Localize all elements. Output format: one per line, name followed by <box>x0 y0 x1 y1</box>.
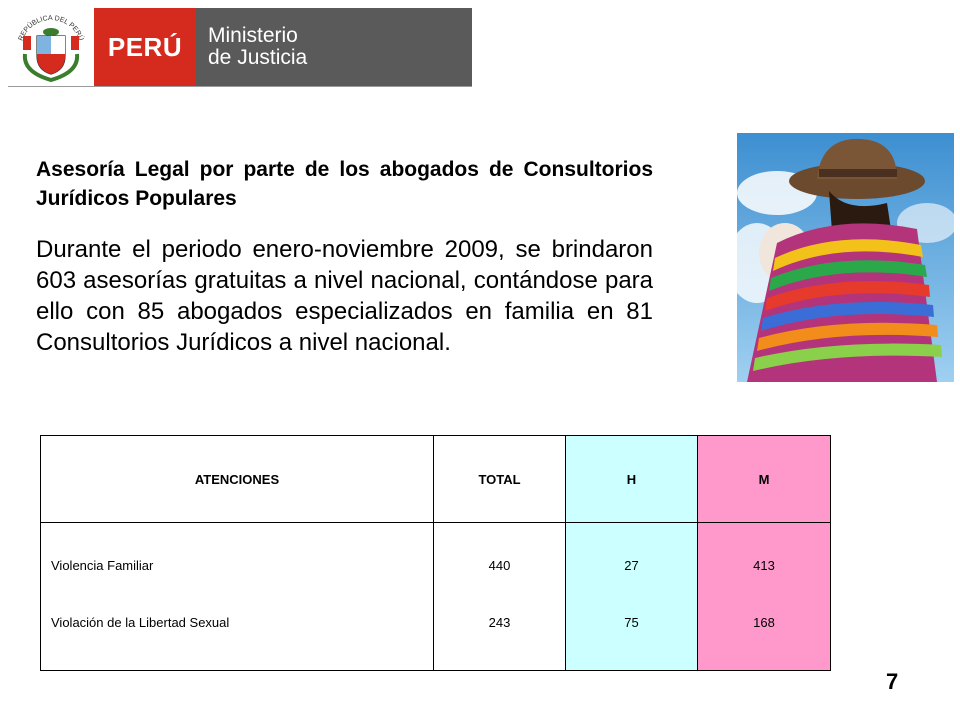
woman-with-blanket-image <box>737 133 954 382</box>
cell-m: 413 168 <box>697 522 831 671</box>
ministry-name-line2: de Justicia <box>208 46 308 69</box>
section-paragraph: Durante el periodo enero-noviembre 2009,… <box>36 236 653 356</box>
header-atenciones: ATENCIONES <box>40 435 434 523</box>
section-heading: Asesoría Legal por parte de los abogados… <box>36 158 653 210</box>
ministry-logo-banner: REPÚBLICA DEL PERÚ PERÚ Ministerio de Ju… <box>8 8 472 87</box>
atenciones-table: ATENCIONES TOTAL H M Violencia Familiar … <box>40 435 831 671</box>
table-header-row: ATENCIONES TOTAL H M <box>40 435 831 523</box>
logo-peru-text: PERÚ <box>107 31 183 62</box>
coat-of-arms-icon: REPÚBLICA DEL PERÚ <box>18 15 86 83</box>
cell-h: 27 75 <box>565 522 698 671</box>
header-m: M <box>697 435 831 523</box>
row-label: Violación de la Libertad Sexual <box>51 615 230 630</box>
header-h: H <box>565 435 698 523</box>
header-total: TOTAL <box>433 435 566 523</box>
cell-total: 440 243 <box>433 522 566 671</box>
total-value: 243 <box>488 615 511 630</box>
logo-ministry-block: Ministerio de Justicia <box>196 8 472 86</box>
table-body-row: Violencia Familiar Violación de la Liber… <box>40 522 831 671</box>
total-value: 440 <box>488 558 511 573</box>
h-value: 27 <box>624 558 639 573</box>
cell-atenciones: Violencia Familiar Violación de la Liber… <box>40 522 434 671</box>
logo-peru-block: PERÚ <box>94 8 196 86</box>
page-number: 7 <box>886 669 899 694</box>
coat-of-arms: REPÚBLICA DEL PERÚ <box>8 8 94 86</box>
ministry-name-line1: Ministerio <box>208 24 298 47</box>
row-label: Violencia Familiar <box>51 558 154 573</box>
h-value: 75 <box>624 615 639 630</box>
m-value: 168 <box>753 615 775 630</box>
m-value: 413 <box>753 558 775 573</box>
woman-with-blanket-photo <box>737 133 954 382</box>
